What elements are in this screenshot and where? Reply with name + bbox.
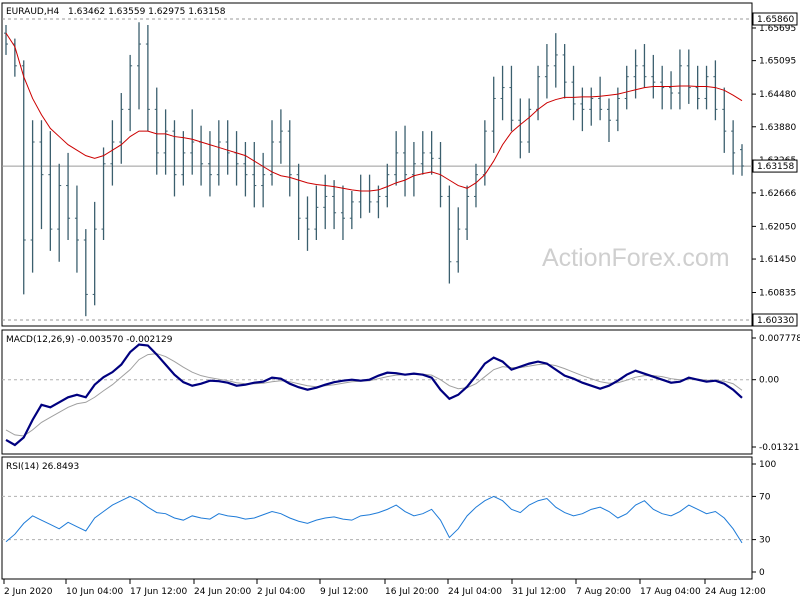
x-axis-label: 9 Jul 12:00: [320, 587, 369, 597]
price-level-label: 1.60330: [757, 316, 794, 326]
x-axis-label: 2 Jul 04:00: [257, 587, 306, 597]
rsi-axis-label: 70: [759, 492, 771, 502]
watermark: ActionForex.com: [542, 244, 730, 272]
x-axis-label: 10 Jun 04:00: [66, 587, 123, 597]
x-axis-label: 31 Jul 12:00: [512, 587, 566, 597]
price-axis-label: 1.63880: [759, 123, 796, 133]
macd-axis-label: -0.01321: [759, 443, 799, 453]
axes-layer: 1.656951.650951.644801.638801.632651.626…: [3, 12, 800, 597]
price-axis-label: 1.64480: [759, 90, 796, 100]
price-axis-label: 1.61450: [759, 255, 796, 265]
price-series-layer: [2, 18, 752, 321]
rsi-label: RSI(14) 26.8493: [6, 462, 79, 472]
macd-panel: [1, 329, 753, 455]
ohlc-label: 1.63462 1.63559 1.62975 1.63158: [68, 7, 226, 17]
price-axis-label: 1.62050: [759, 222, 796, 232]
price-axis-label: 1.62666: [759, 189, 796, 199]
macd-line: [5, 343, 743, 447]
price-level-box: [752, 313, 798, 327]
x-axis-label: 24 Aug 12:00: [705, 587, 766, 597]
rsi-axis-label: 30: [759, 536, 771, 546]
price-panel: [1, 2, 753, 327]
rsi-line: [5, 495, 743, 544]
x-axis-label: 7 Aug 20:00: [576, 587, 631, 597]
macd-label: MACD(12,26,9) -0.003570 -0.002129: [6, 335, 173, 345]
price-axis-label: 1.65095: [759, 57, 796, 67]
symbol-label: EURAUD,H4: [6, 7, 59, 17]
macd-axis-label: 0.007778: [759, 334, 800, 344]
rsi-panel: [1, 456, 753, 580]
rsi-series-layer: [2, 495, 752, 544]
price-level-box: [752, 159, 798, 173]
rsi-axis-label: 0: [759, 568, 765, 578]
x-axis-label: 17 Jun 12:00: [130, 587, 187, 597]
x-axis-label: 24 Jun 20:00: [194, 587, 251, 597]
rsi-axis-label: 100: [759, 460, 776, 470]
x-axis-label: 24 Jul 04:00: [448, 587, 502, 597]
price-level-label: 1.65860: [757, 15, 794, 25]
price-level-box: [752, 12, 798, 26]
price-level-label: 1.63158: [757, 162, 794, 172]
macd-signal-line: [5, 353, 743, 437]
price-axis-label: 1.65695: [759, 24, 796, 34]
price-axis-label: 1.60835: [759, 289, 796, 299]
macd-axis-label: 0.00: [759, 376, 779, 386]
moving-average-line: [5, 32, 743, 192]
x-axis-label: 17 Aug 04:00: [640, 587, 701, 597]
macd-series-layer: [2, 343, 752, 447]
x-axis-label: 2 Jun 2020: [4, 587, 53, 597]
x-axis-label: 16 Jul 20:00: [385, 587, 439, 597]
